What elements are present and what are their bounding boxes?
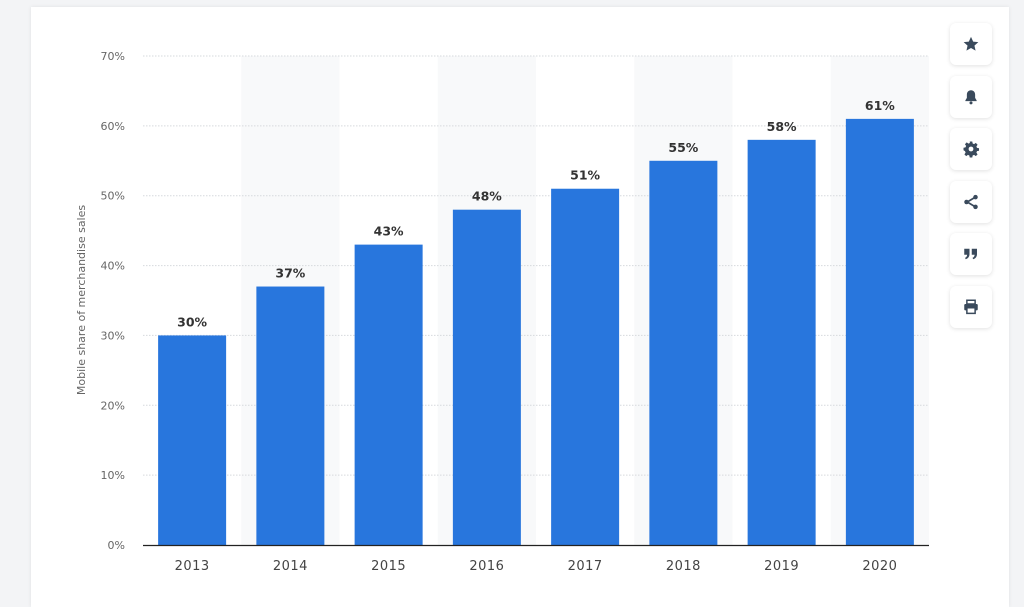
y-axis-label: Mobile share of merchandise sales bbox=[75, 205, 88, 395]
x-tick-label: 2018 bbox=[666, 559, 701, 574]
y-tick-label: 60% bbox=[101, 120, 125, 133]
y-axis-ticks: 0% 10% 20% 30% 40% 50% 60% 70% bbox=[101, 50, 125, 552]
data-label: 55% bbox=[668, 140, 698, 155]
x-tick-label: 2017 bbox=[568, 559, 603, 574]
share-icon bbox=[964, 194, 978, 209]
y-tick-label: 10% bbox=[101, 469, 125, 482]
data-label: 51% bbox=[570, 168, 600, 183]
data-label: 61% bbox=[865, 98, 895, 113]
notification-button[interactable] bbox=[950, 75, 992, 118]
toolbar bbox=[950, 23, 992, 339]
bar-chart: 0% 10% 20% 30% 40% 50% 60% 70% 30% 37% 43% 48% 51% 5… bbox=[75, 50, 929, 574]
cite-button[interactable] bbox=[950, 233, 992, 276]
print-button[interactable] bbox=[950, 285, 992, 328]
y-tick-label: 50% bbox=[101, 190, 125, 203]
bar[interactable] bbox=[354, 244, 423, 545]
x-tick-label: 2016 bbox=[469, 559, 504, 574]
x-tick-label: 2014 bbox=[273, 559, 308, 574]
gear-icon bbox=[963, 141, 980, 158]
bars bbox=[158, 118, 914, 546]
data-label: 58% bbox=[767, 119, 797, 134]
bar[interactable] bbox=[845, 118, 914, 545]
favorite-button[interactable] bbox=[950, 23, 992, 65]
y-tick-label: 0% bbox=[108, 539, 125, 552]
data-label: 48% bbox=[472, 189, 502, 204]
print-icon bbox=[964, 299, 978, 315]
share-button[interactable] bbox=[950, 180, 992, 223]
star-icon bbox=[963, 36, 979, 51]
bar[interactable] bbox=[551, 188, 620, 545]
bar[interactable] bbox=[452, 209, 521, 545]
data-label: 37% bbox=[275, 266, 305, 281]
y-tick-label: 70% bbox=[101, 50, 125, 63]
data-labels: 30% 37% 43% 48% 51% 55% 58% 61% bbox=[177, 98, 895, 330]
bell-icon bbox=[965, 89, 977, 104]
data-label: 30% bbox=[177, 314, 207, 329]
bar[interactable] bbox=[256, 286, 325, 545]
x-axis-ticks: 2013 2014 2015 2016 2017 2018 2019 2020 bbox=[175, 559, 897, 574]
chart-card: 0% 10% 20% 30% 40% 50% 60% 70% 30% 37% 43% 48% 51% 5… bbox=[31, 7, 1009, 607]
bar[interactable] bbox=[649, 160, 718, 546]
bar[interactable] bbox=[158, 335, 227, 545]
x-tick-label: 2019 bbox=[764, 559, 799, 574]
settings-button[interactable] bbox=[950, 128, 992, 171]
x-tick-label: 2020 bbox=[862, 559, 897, 574]
y-tick-label: 30% bbox=[101, 329, 125, 342]
data-label: 43% bbox=[374, 224, 404, 239]
x-tick-label: 2015 bbox=[371, 559, 406, 574]
bar[interactable] bbox=[747, 139, 816, 546]
y-tick-label: 20% bbox=[101, 399, 125, 412]
quote-icon bbox=[964, 249, 977, 260]
y-tick-label: 40% bbox=[101, 260, 125, 273]
x-tick-label: 2013 bbox=[175, 559, 210, 574]
